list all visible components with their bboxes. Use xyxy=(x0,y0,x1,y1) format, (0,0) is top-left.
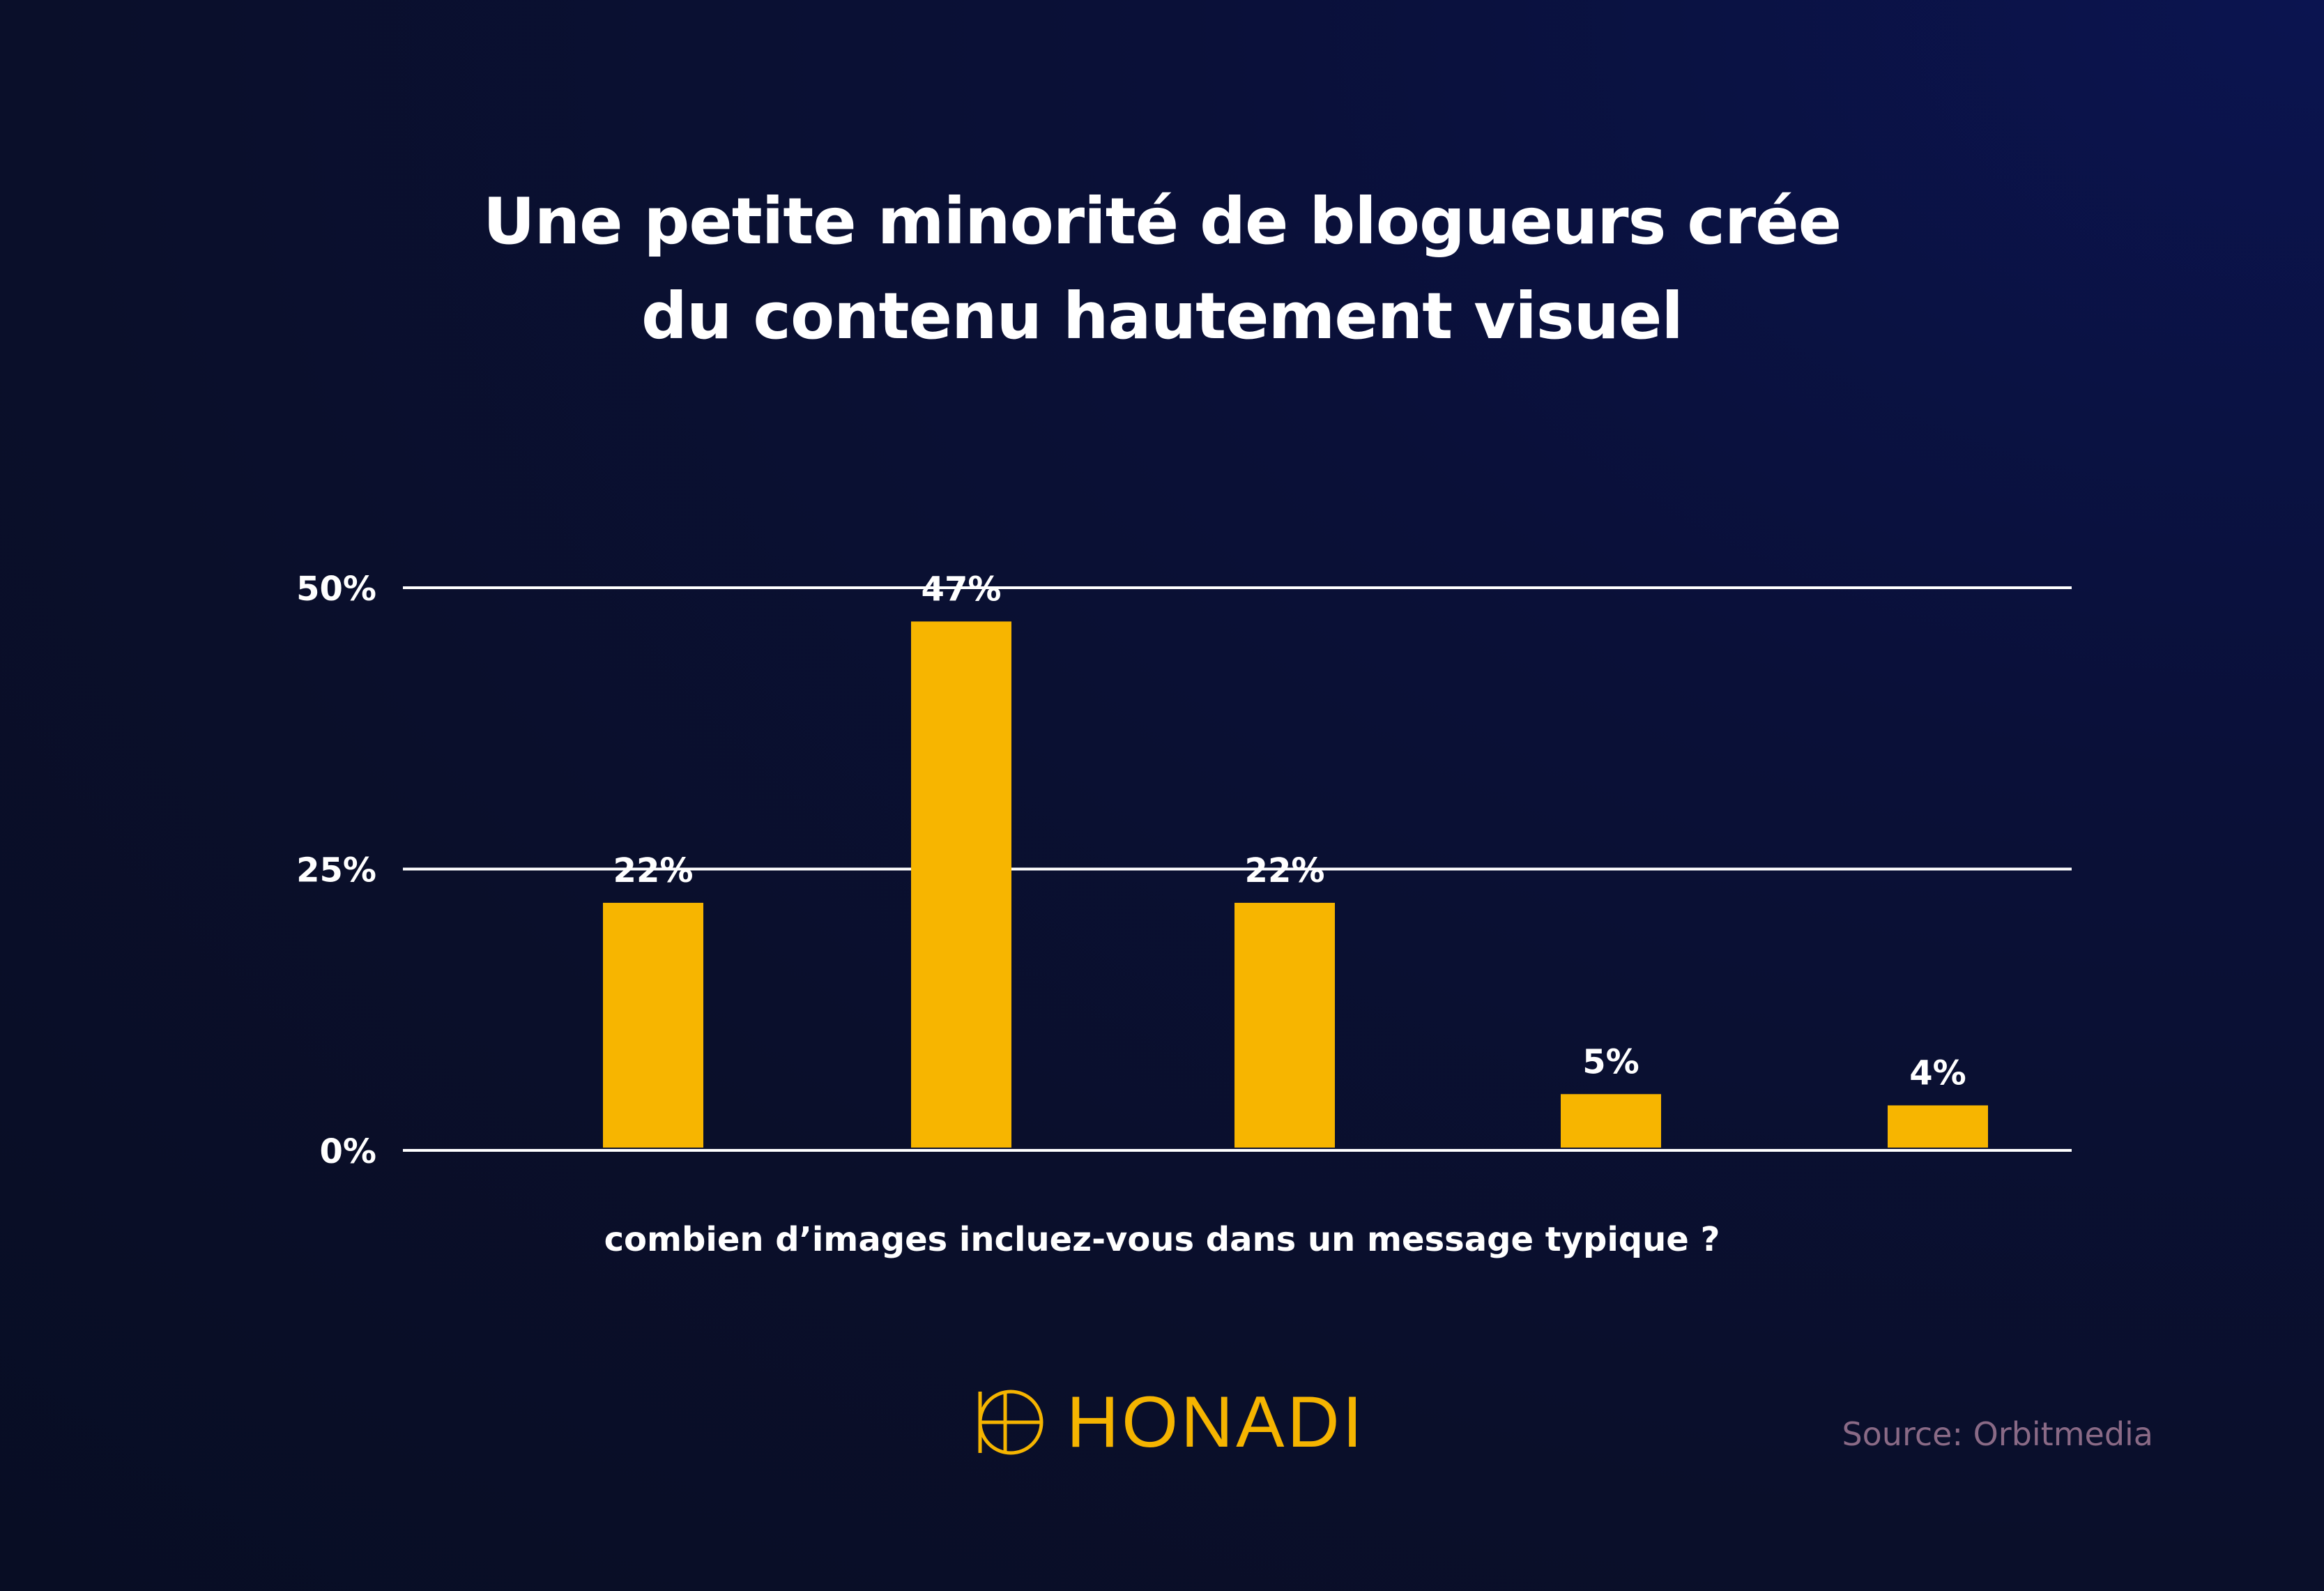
bar-value-label: 22% xyxy=(1245,851,1325,890)
brand-logo-text: HONADI xyxy=(1067,1381,1366,1463)
bar xyxy=(1561,1094,1661,1148)
bar-value-label: 22% xyxy=(613,851,694,890)
y-tick-label: 0% xyxy=(320,1132,377,1171)
bar xyxy=(1888,1105,1988,1148)
bar-value-label: 5% xyxy=(1582,1042,1639,1081)
bar-value-label: 47% xyxy=(922,570,1002,609)
chart-title: Une petite minorité de blogueurs crée du… xyxy=(0,174,2324,364)
brand-logo: HONADI xyxy=(976,1381,1366,1463)
bar xyxy=(603,902,703,1148)
chart-title-line-2: du contenu hautement visuel xyxy=(641,279,1683,353)
bar xyxy=(911,621,1011,1148)
bar-value-label: 4% xyxy=(1909,1053,1966,1093)
source-credit: Source: Orbitmedia xyxy=(1842,1415,2153,1453)
x-axis-label: combien d’images incluez-vous dans un me… xyxy=(604,1220,1720,1259)
y-tick-label: 25% xyxy=(296,851,376,890)
chart-title-line-1: Une petite minorité de blogueurs crée xyxy=(482,184,1842,259)
bar xyxy=(1234,902,1335,1148)
y-tick-label: 50% xyxy=(296,570,376,609)
honadi-logo-icon xyxy=(978,1390,1043,1455)
